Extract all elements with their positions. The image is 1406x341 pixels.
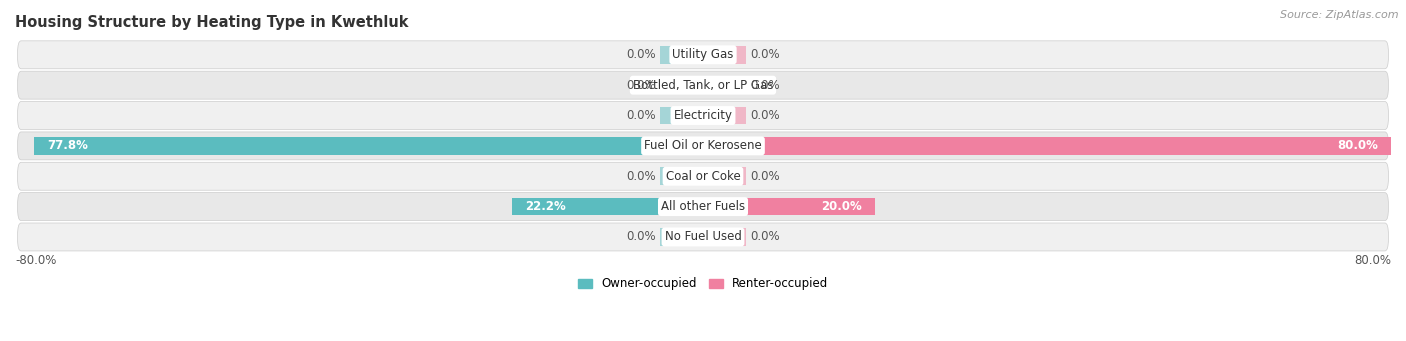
Text: Source: ZipAtlas.com: Source: ZipAtlas.com: [1281, 10, 1399, 20]
Text: 0.0%: 0.0%: [751, 231, 780, 243]
Text: Bottled, Tank, or LP Gas: Bottled, Tank, or LP Gas: [633, 79, 773, 92]
Text: 0.0%: 0.0%: [751, 170, 780, 183]
Bar: [34, 137, 703, 155]
FancyBboxPatch shape: [18, 71, 1388, 99]
Bar: [703, 167, 747, 185]
Bar: [703, 228, 747, 246]
Bar: [659, 46, 703, 64]
Text: 0.0%: 0.0%: [626, 48, 655, 61]
Bar: [703, 76, 747, 94]
Bar: [659, 167, 703, 185]
Text: 0.0%: 0.0%: [751, 48, 780, 61]
Bar: [659, 76, 703, 94]
Bar: [659, 107, 703, 124]
Text: Electricity: Electricity: [673, 109, 733, 122]
Text: 20.0%: 20.0%: [821, 200, 862, 213]
FancyBboxPatch shape: [18, 162, 1388, 190]
Text: 80.0%: 80.0%: [1337, 139, 1378, 152]
Text: 77.8%: 77.8%: [46, 139, 87, 152]
Text: Coal or Coke: Coal or Coke: [665, 170, 741, 183]
FancyBboxPatch shape: [18, 193, 1388, 221]
Text: 0.0%: 0.0%: [626, 170, 655, 183]
Text: 80.0%: 80.0%: [1354, 254, 1391, 267]
Text: 22.2%: 22.2%: [524, 200, 565, 213]
Text: 0.0%: 0.0%: [626, 109, 655, 122]
Bar: [659, 228, 703, 246]
Bar: [703, 46, 747, 64]
Bar: [703, 198, 875, 216]
Text: No Fuel Used: No Fuel Used: [665, 231, 741, 243]
Text: 0.0%: 0.0%: [751, 79, 780, 92]
Text: Fuel Oil or Kerosene: Fuel Oil or Kerosene: [644, 139, 762, 152]
FancyBboxPatch shape: [18, 132, 1388, 160]
Text: 0.0%: 0.0%: [751, 109, 780, 122]
FancyBboxPatch shape: [18, 102, 1388, 130]
Text: Utility Gas: Utility Gas: [672, 48, 734, 61]
Bar: [512, 198, 703, 216]
Legend: Owner-occupied, Renter-occupied: Owner-occupied, Renter-occupied: [572, 273, 834, 295]
Text: 0.0%: 0.0%: [626, 231, 655, 243]
Text: Housing Structure by Heating Type in Kwethluk: Housing Structure by Heating Type in Kwe…: [15, 15, 409, 30]
Bar: [703, 107, 747, 124]
Text: -80.0%: -80.0%: [15, 254, 56, 267]
FancyBboxPatch shape: [18, 41, 1388, 69]
FancyBboxPatch shape: [18, 223, 1388, 251]
Text: 0.0%: 0.0%: [626, 79, 655, 92]
Bar: [703, 137, 1391, 155]
Text: All other Fuels: All other Fuels: [661, 200, 745, 213]
